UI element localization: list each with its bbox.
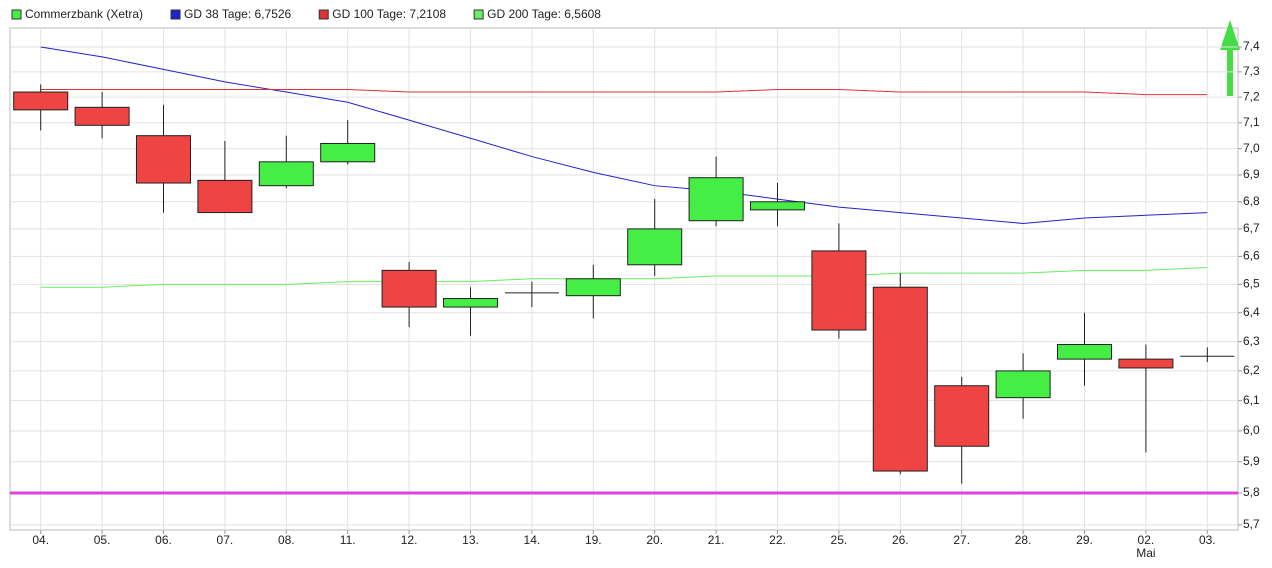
candle-body	[1056, 344, 1113, 360]
candle-body	[627, 228, 683, 266]
y-tick-label: 7,1	[1243, 115, 1260, 129]
legend-label: GD 38 Tage: 6,7526	[184, 7, 292, 21]
y-tick-label: 7,3	[1243, 64, 1260, 78]
candle-body	[688, 177, 744, 222]
candle-body	[135, 135, 192, 184]
candle-body	[381, 269, 437, 308]
candle-body	[749, 201, 806, 211]
x-tick-label: 02.	[1138, 533, 1155, 547]
x-tick-label: 03.	[1199, 533, 1216, 547]
x-tick-label: 05.	[94, 533, 111, 547]
y-tick-label: 7,4	[1243, 39, 1260, 53]
candle-body	[320, 142, 376, 163]
candle-body	[13, 91, 69, 111]
candle-body	[258, 161, 314, 187]
y-tick-label: 6,1	[1243, 393, 1260, 407]
x-tick-label: 29.	[1076, 533, 1093, 547]
x-tick-label: 25.	[831, 533, 848, 547]
x-tick-label: 22.	[769, 533, 786, 547]
y-tick-label: 6,7	[1243, 221, 1260, 235]
y-tick-label: 7,2	[1243, 89, 1260, 103]
x-tick-label: 26.	[892, 533, 909, 547]
ma-line	[40, 46, 1208, 224]
x-tick-label: 27.	[953, 533, 970, 547]
x-tick-label: 06.	[155, 533, 172, 547]
x-tick-label: 12.	[401, 533, 418, 547]
x-tick-label: 11.	[340, 533, 356, 547]
y-tick-label: 5,7	[1243, 517, 1260, 531]
ma-line	[40, 267, 1208, 288]
legend-label: Commerzbank (Xetra)	[25, 7, 143, 21]
x-tick-label: 13.	[462, 533, 479, 547]
y-tick-label: 6,5	[1243, 277, 1260, 291]
candle-body	[811, 250, 867, 331]
x-sublabel: Mai	[1136, 546, 1155, 560]
y-tick-label: 6,4	[1243, 305, 1260, 319]
y-tick-label: 6,2	[1243, 363, 1260, 377]
legend-swatch	[318, 9, 329, 20]
y-tick-label: 6,6	[1243, 249, 1260, 263]
legend-swatch	[11, 9, 22, 20]
x-tick-label: 07.	[217, 533, 234, 547]
candle-body	[74, 106, 130, 126]
legend-label: GD 100 Tage: 7,2108	[332, 7, 446, 21]
x-tick-label: 20.	[646, 533, 663, 547]
y-tick-label: 6,9	[1243, 167, 1260, 181]
y-tick-label: 6,0	[1243, 423, 1260, 437]
x-tick-label: 19.	[585, 533, 602, 547]
x-tick-label: 04.	[32, 533, 49, 547]
candle-body	[934, 385, 990, 447]
x-tick-label: 28.	[1015, 533, 1032, 547]
candle-body	[565, 278, 621, 297]
legend-label: GD 200 Tage: 6,5608	[487, 7, 601, 21]
y-tick-label: 6,3	[1243, 334, 1260, 348]
x-tick-label: 14.	[524, 533, 541, 547]
candle-body	[995, 370, 1051, 399]
y-tick-label: 5,8	[1243, 485, 1260, 499]
candle-body	[197, 179, 253, 214]
y-tick-label: 7,0	[1243, 141, 1260, 155]
y-tick-label: 6,8	[1243, 194, 1260, 208]
y-tick-label: 5,9	[1243, 454, 1260, 468]
ma-line	[40, 89, 1208, 96]
legend-swatch	[473, 9, 484, 20]
x-tick-label: 21.	[708, 533, 725, 547]
candle-body	[1118, 358, 1174, 369]
legend-swatch	[170, 9, 181, 20]
candle-body	[872, 286, 928, 472]
x-tick-label: 08.	[278, 533, 295, 547]
candle-body	[442, 298, 499, 308]
